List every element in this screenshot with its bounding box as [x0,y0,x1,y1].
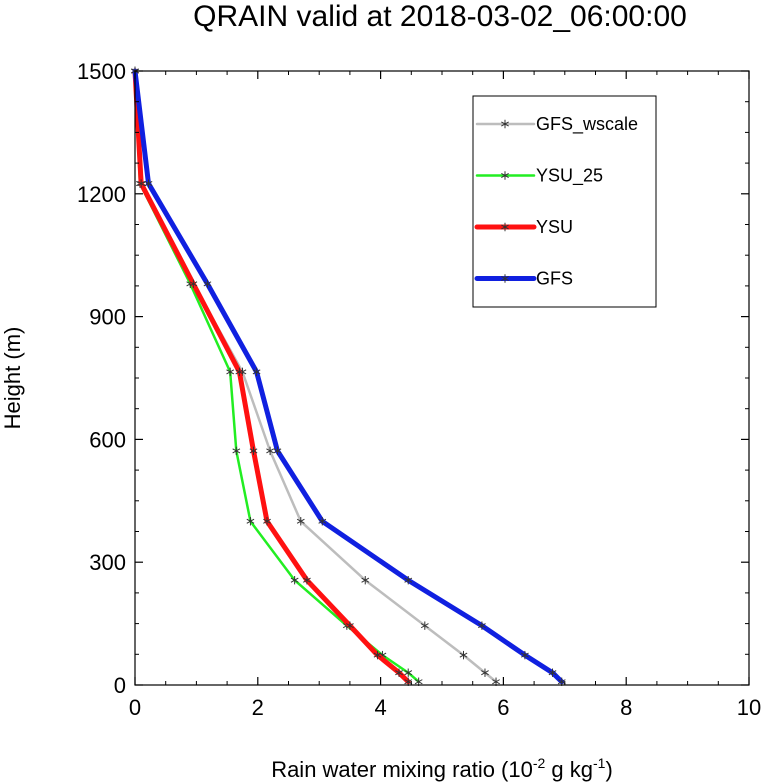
data-point [226,367,235,377]
legend-item: GFS_wscale [475,114,638,135]
data-point [395,668,403,677]
legend-item: GFS [474,269,573,289]
data-point [203,279,212,289]
y-tick-label: 300 [89,550,126,575]
y-tick-label: 600 [89,427,126,452]
data-point [266,446,274,456]
legend-marker [501,171,509,180]
legend-item: YSU_25 [475,166,603,187]
plot-area [131,66,566,686]
data-point [232,446,241,456]
y-axis: 0 300 600 900 1200 1500 [77,59,749,698]
data-point [189,279,198,289]
data-point [263,517,271,526]
x-axis-label: Rain water mixing ratio (10-2 g kg-1) [271,755,613,782]
x-tick-label: 0 [129,695,141,720]
data-point [296,517,305,526]
legend-label: GFS [536,269,573,289]
x-axis: 0 2 4 6 8 10 [129,71,761,720]
data-point [548,668,557,677]
data-point [404,576,413,585]
series-gfs-wscale [131,66,500,686]
legend-label: YSU_25 [536,166,603,187]
data-point [235,367,244,377]
legend-label: YSU [536,217,573,237]
data-point [420,621,429,630]
legend-marker [501,274,509,283]
data-point [137,179,146,188]
y-tick-label: 0 [114,673,126,698]
data-point [249,446,258,456]
data-point [144,179,153,188]
y-tick-label: 1200 [77,182,126,207]
data-point [520,650,529,660]
chart-title: QRAIN valid at 2018-03-02_06:00:00 [193,0,687,33]
data-point [252,367,261,377]
series-ysu [131,66,413,686]
series-gfs [131,66,566,686]
y-tick-label: 1500 [77,59,126,84]
plot-frame [134,70,750,686]
data-point [318,517,327,526]
series-line [133,69,420,683]
x-tick-label: 2 [252,695,264,720]
data-point [345,621,354,630]
data-point [303,576,311,585]
legend-label: GFS_wscale [536,114,638,135]
data-point [459,650,468,660]
data-point [246,517,255,526]
data-point [361,576,370,585]
data-point [478,621,486,630]
data-point [481,668,489,677]
x-tick-label: 8 [620,695,632,720]
series-line [132,68,411,685]
y-axis-label: Height (m) [0,327,25,430]
x-tick-label: 10 [737,695,761,720]
y-tick-label: 900 [89,305,126,330]
data-point [404,668,413,677]
legend-marker [501,119,509,129]
x-tick-label: 6 [497,695,509,720]
legend: GFS_wscale YSU_25 YSU GFS [472,95,657,308]
data-point [290,576,299,585]
legend-marker [501,222,509,232]
series-ysu-25 [131,66,423,686]
legend-item: YSU [474,217,573,237]
legend-box [472,95,657,308]
data-point [273,446,282,456]
x-tick-label: 4 [374,695,386,720]
data-point [373,650,382,660]
